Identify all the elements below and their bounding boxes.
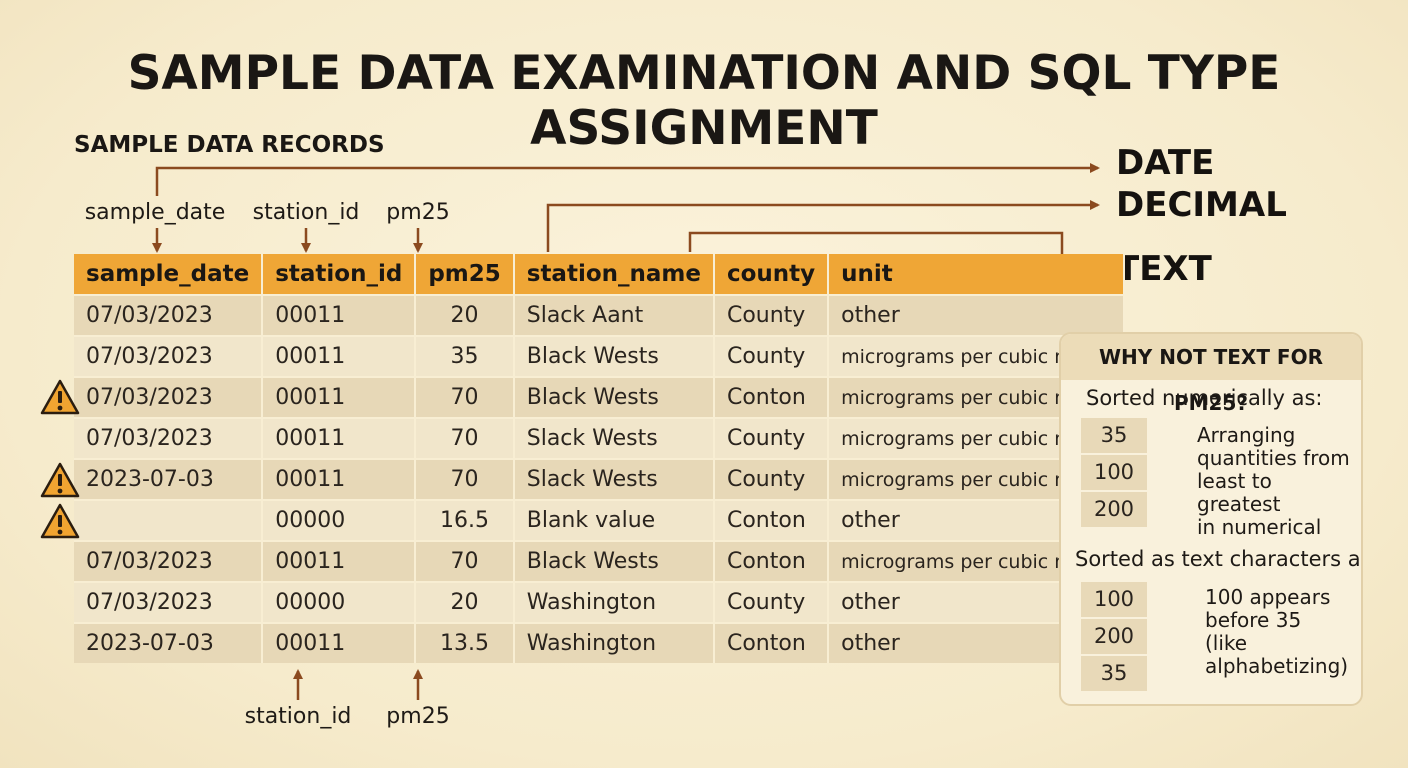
table-row: 07/03/2023 00011 70 Slack Wests County m…: [74, 417, 1126, 459]
sample-data-table: sample_date station_id pm25 station_name…: [74, 254, 1126, 663]
cell-pm25: 20: [415, 294, 515, 336]
text-note-line: alphabetizing): [1205, 654, 1349, 678]
section-label: SAMPLE DATA RECORDS: [74, 132, 385, 158]
page-title: SAMPLE DATA EXAMINATION AND SQL TYPE ASS…: [127, 46, 1281, 156]
cell-station-id: 00011: [262, 376, 417, 418]
cell-county: County: [713, 417, 830, 459]
cell-county: Conton: [713, 376, 830, 418]
cell-station-id: 00011: [262, 335, 417, 377]
why-not-text-panel: WHY NOT TEXT FOR PM25? Sorted numericall…: [1059, 332, 1363, 706]
numeric-note-line: Arranging: [1197, 423, 1296, 447]
table-row: 2023-07-03 00011 13.5 Washington Conton …: [74, 622, 1126, 663]
column-header-pm25: pm25: [415, 254, 515, 295]
table-row: 07/03/2023 00000 20 Washington County ot…: [74, 581, 1126, 623]
type-label-decimal: DECIMAL: [1116, 185, 1287, 225]
cell-station-name: Black Wests: [513, 376, 715, 418]
cell-station-name: Washington: [513, 581, 715, 623]
warning-icon: [40, 462, 80, 498]
bottom-label-pm25: pm25: [386, 704, 450, 729]
cell-county: Conton: [713, 540, 830, 582]
numeric-note-line: quantities from: [1197, 446, 1350, 470]
cell-sample-date: 07/03/2023: [74, 294, 264, 336]
cell-sample-date: 07/03/2023: [74, 581, 264, 623]
cell-station-id: 00000: [262, 581, 417, 623]
cell-unit: micrograms per cubic meter: [828, 376, 1126, 418]
cell-county: Conton: [713, 499, 830, 541]
table-row: 07/03/2023 00011 70 Black Wests Conton m…: [74, 376, 1126, 418]
cell-station-name: Slack Wests: [513, 458, 715, 500]
cell-pm25: 35: [415, 335, 515, 377]
table-row: 2023-07-03 00011 70 Slack Wests County m…: [74, 458, 1126, 500]
cell-station-id: 00011: [262, 417, 417, 459]
numeric-note-line: least to greatest: [1197, 469, 1281, 516]
top-label-pm25: pm25: [386, 200, 450, 225]
top-label-station-id: station_id: [252, 200, 360, 225]
column-header-unit: unit: [828, 254, 1126, 295]
numeric-sort-value: 35: [1081, 418, 1147, 453]
cell-sample-date: 2023-07-03: [74, 458, 264, 500]
text-note-line: 100 appears: [1205, 585, 1331, 609]
text-sort-value: 200: [1081, 619, 1147, 654]
cell-station-name: Black Wests: [513, 540, 715, 582]
column-header-station-id: station_id: [262, 254, 417, 295]
cell-station-id: 00011: [262, 294, 417, 336]
top-label-sample-date: sample_date: [84, 200, 226, 225]
arrow-date: [155, 163, 1100, 196]
type-label-text: TEXT: [1116, 249, 1212, 289]
cell-station-id: 00011: [262, 622, 417, 663]
cell-sample-date: 07/03/2023: [74, 417, 264, 459]
cell-station-id: 00011: [262, 458, 417, 500]
cell-pm25: 70: [415, 458, 515, 500]
panel-title: WHY NOT TEXT FOR PM25?: [1061, 334, 1361, 415]
cell-sample-date: [74, 499, 264, 541]
numeric-note-line: in numerical: [1197, 515, 1322, 539]
cell-station-name: Blank value: [513, 499, 715, 541]
cell-pm25: 16.5: [415, 499, 515, 541]
cell-unit: other: [828, 294, 1126, 336]
arrow-decimal: [546, 200, 1100, 252]
cell-pm25: 13.5: [415, 622, 515, 663]
text-note-line: (like: [1205, 631, 1248, 655]
cell-county: County: [713, 458, 830, 500]
table-row: 00000 16.5 Blank value Conton other: [74, 499, 1126, 541]
warning-icon: [40, 503, 80, 539]
cell-sample-date: 07/03/2023: [74, 376, 264, 418]
numeric-sort-value: 200: [1081, 492, 1147, 527]
cell-sample-date: 07/03/2023: [74, 540, 264, 582]
text-sort-note: 100 appears before 35 (like alphabetizin…: [1205, 586, 1348, 678]
warning-icon: [40, 379, 80, 415]
cell-county: Conton: [713, 622, 830, 663]
column-header-sample-date: sample_date: [74, 254, 264, 295]
numeric-sort-value: 100: [1081, 455, 1147, 490]
column-header-county: county: [713, 254, 830, 295]
cell-sample-date: 2023-07-03: [74, 622, 264, 663]
cell-station-name: Washington: [513, 622, 715, 663]
text-sort-heading: Sorted as text characters as:: [1075, 547, 1363, 571]
text-sort-value: 35: [1081, 656, 1147, 691]
cell-county: County: [713, 294, 830, 336]
text-note-line: before 35: [1205, 608, 1302, 632]
cell-pm25: 70: [415, 540, 515, 582]
cell-station-name: Black Wests: [513, 335, 715, 377]
cell-pm25: 20: [415, 581, 515, 623]
cell-pm25: 70: [415, 376, 515, 418]
cell-sample-date: 07/03/2023: [74, 335, 264, 377]
table-row: 07/03/2023 00011 20 Slack Aant County ot…: [74, 294, 1126, 336]
numeric-sort-note: Arranging quantities from least to great…: [1197, 424, 1361, 539]
cell-station-name: Slack Wests: [513, 417, 715, 459]
cell-station-name: Slack Aant: [513, 294, 715, 336]
cell-station-id: 00011: [262, 540, 417, 582]
table-row: 07/03/2023 00011 35 Black Wests County m…: [74, 335, 1126, 377]
cell-county: County: [713, 335, 830, 377]
bottom-label-station-id: station_id: [244, 704, 352, 729]
text-sort-value: 100: [1081, 582, 1147, 617]
cell-pm25: 70: [415, 417, 515, 459]
column-header-station-name: station_name: [513, 254, 715, 295]
cell-county: County: [713, 581, 830, 623]
table-header-row: sample_date station_id pm25 station_name…: [74, 254, 1126, 295]
table-row: 07/03/2023 00011 70 Black Wests Conton m…: [74, 540, 1126, 582]
cell-station-id: 00000: [262, 499, 417, 541]
type-label-date: DATE: [1116, 143, 1215, 183]
numeric-sort-heading: Sorted numerically as:: [1086, 386, 1323, 410]
